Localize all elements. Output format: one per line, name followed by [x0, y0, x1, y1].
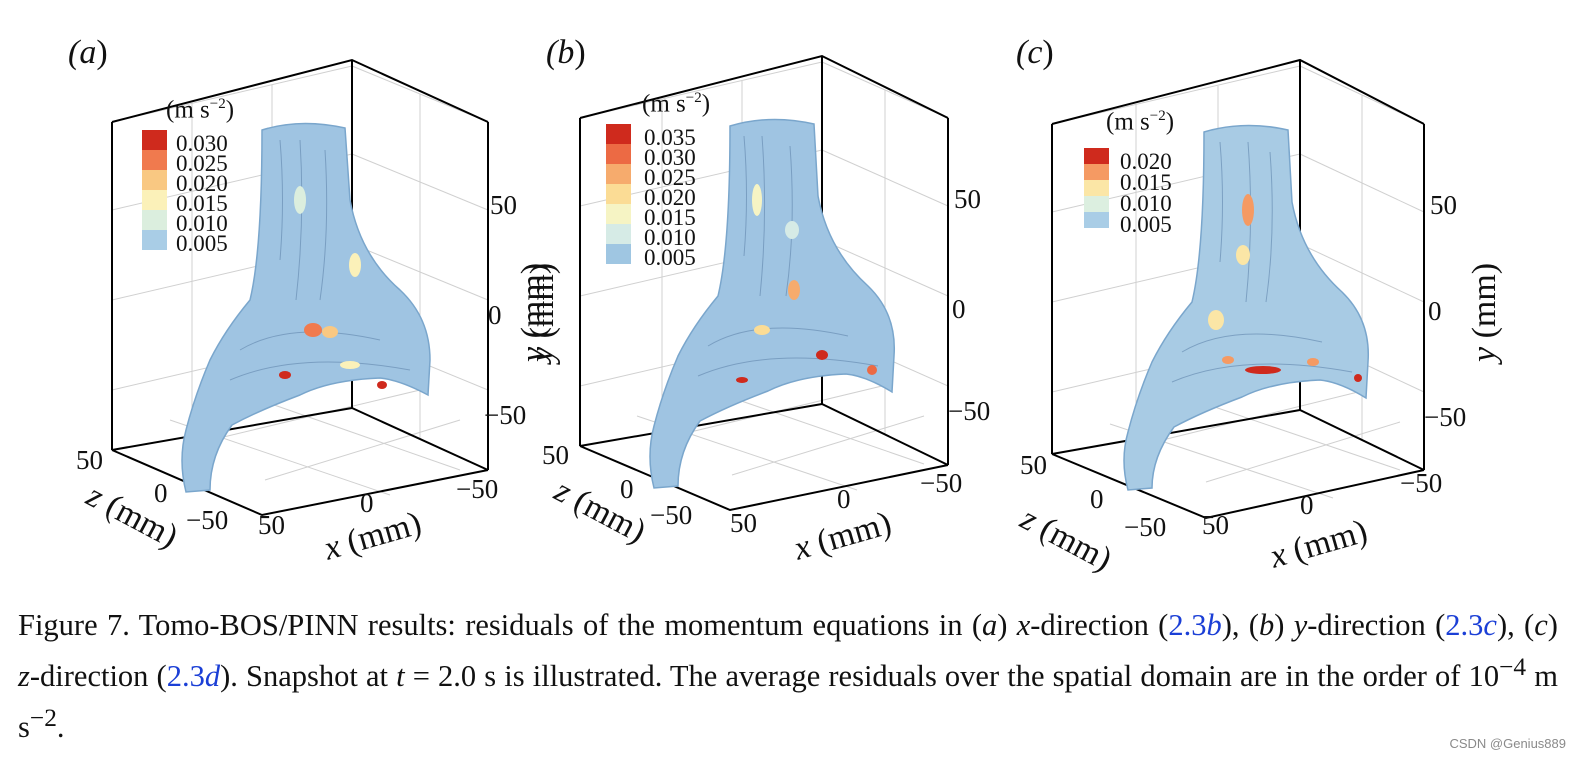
y-tick: 50 — [1430, 190, 1457, 220]
legend-swatch — [1084, 148, 1109, 164]
x-tick: 50 — [1202, 510, 1229, 540]
y-axis-label: y (mm) — [524, 262, 561, 362]
y-tick: 0 — [1428, 296, 1442, 326]
x-tick: 0 — [360, 488, 374, 518]
y-tick: 0 — [952, 294, 966, 324]
legend-unit: (m s−2) — [642, 90, 711, 118]
y-tick: −50 — [948, 396, 991, 426]
legend-swatch — [142, 130, 167, 150]
panel-label: (b) — [546, 34, 586, 71]
y-tick: 50 — [954, 184, 981, 214]
legend-unit: (m s−2) — [1106, 108, 1175, 136]
z-tick: 0 — [620, 474, 634, 504]
legend-value: 0.015 — [644, 205, 696, 230]
panel-label: (c) — [1016, 34, 1054, 71]
panel-a-plot — [111, 58, 489, 517]
legend-swatch — [142, 210, 167, 230]
watermark: CSDN @Genius889 — [1449, 736, 1566, 751]
panel-b: (b) (m s−2) 0.035 0.030 0.025 0.020 0.01… — [472, 0, 990, 590]
z-tick: 50 — [542, 440, 569, 470]
legend-value: 0.010 — [644, 225, 696, 250]
isosurface-body — [181, 122, 431, 493]
legend-swatch — [142, 190, 167, 210]
z-tick: 0 — [154, 478, 168, 508]
legend-value: 0.020 — [644, 185, 696, 210]
legend-swatch — [142, 170, 167, 190]
legend-value: 0.020 — [1120, 149, 1172, 174]
z-tick: −50 — [1124, 512, 1167, 542]
x-tick: 50 — [730, 508, 757, 538]
legend-swatch — [1084, 212, 1109, 228]
residual-hotspots — [1208, 194, 1362, 382]
legend-swatch — [606, 204, 631, 224]
legend-swatch — [142, 150, 167, 170]
z-tick: −50 — [650, 500, 693, 530]
y-axis-label: y (mm) — [1466, 262, 1503, 362]
legend-value: 0.035 — [644, 125, 696, 150]
legend-swatch — [1084, 164, 1109, 180]
legend-value: 0.025 — [644, 165, 696, 190]
legend-swatch — [606, 144, 631, 164]
legend-unit: (m s−2) — [166, 96, 235, 124]
legend-value: 0.010 — [1120, 191, 1172, 216]
panel-b-plot — [579, 54, 949, 512]
legend-value: 0.015 — [1120, 170, 1172, 195]
panel-c-plot — [1051, 58, 1425, 520]
y-tick: −50 — [1424, 402, 1467, 432]
residual-hotspots — [279, 186, 387, 389]
isosurface-body — [1123, 124, 1370, 491]
legend-value: 0.020 — [176, 171, 228, 196]
panel-c: (c) (m s−2) 0.020 0.015 0.010 0.005 50 0… — [948, 0, 1503, 590]
y-tick: 50 — [490, 190, 517, 220]
legend-value: 0.005 — [1120, 212, 1172, 237]
panel-label: (a) — [68, 34, 108, 71]
legend-value: 0.030 — [644, 145, 696, 170]
equation-link[interactable]: 2.3c — [1445, 608, 1497, 642]
panel-a: (a) (m s−2) 0.030 0.025 0.020 0.015 0.01… — [0, 0, 552, 590]
y-tick: 0 — [488, 300, 502, 330]
x-tick: −50 — [456, 474, 499, 504]
legend-swatch — [142, 230, 167, 250]
legend-value: 0.015 — [176, 191, 228, 216]
legend-value: 0.025 — [176, 151, 228, 176]
legend-value: 0.010 — [176, 211, 228, 236]
equation-link[interactable]: 2.3d — [166, 659, 221, 694]
x-tick: 0 — [1300, 490, 1314, 520]
z-tick: 50 — [1020, 450, 1047, 480]
equation-link[interactable]: 2.3b — [1168, 608, 1222, 642]
legend-swatch — [606, 124, 631, 144]
legend-swatch — [606, 224, 631, 244]
x-tick: −50 — [1400, 468, 1443, 498]
legend-value: 0.005 — [644, 245, 696, 270]
legend-swatch — [606, 164, 631, 184]
x-tick: −50 — [920, 468, 963, 498]
legend-swatch — [1084, 180, 1109, 196]
figure-caption: Figure 7. Tomo-BOS/PINN results: residua… — [18, 608, 1558, 745]
z-tick: 0 — [1090, 484, 1104, 514]
isosurface-body — [649, 118, 896, 489]
z-tick: 50 — [76, 445, 103, 475]
legend-swatch — [606, 184, 631, 204]
x-tick: 0 — [837, 484, 851, 514]
z-tick: −50 — [186, 505, 229, 535]
legend-value: 0.030 — [176, 131, 228, 156]
y-tick: −50 — [484, 400, 527, 430]
legend-swatch — [1084, 196, 1109, 212]
residual-hotspots — [736, 184, 877, 383]
x-tick: 50 — [258, 510, 285, 540]
legend-value: 0.005 — [176, 231, 228, 256]
legend-swatch — [606, 244, 631, 264]
